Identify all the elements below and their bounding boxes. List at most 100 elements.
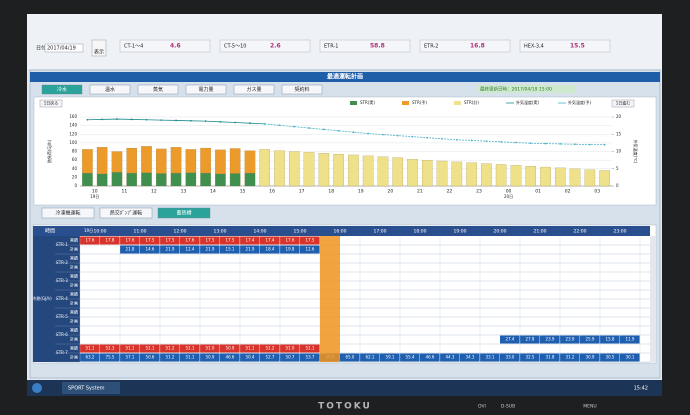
kind-label: 計画 [70, 282, 78, 288]
cell [300, 344, 320, 353]
scrollbar[interactable] [650, 236, 656, 362]
y-tick-label: 100 [69, 140, 77, 145]
group-label: 冷熱(GJ/h) [32, 295, 52, 301]
update-box [478, 85, 576, 93]
cell [340, 353, 360, 362]
bar [111, 151, 123, 173]
temperature-line [264, 123, 605, 145]
cell-value: 46.6 [226, 355, 235, 360]
cell-value: 17.8 [106, 238, 115, 243]
mode-button-label: 熱交ﾎﾟﾝﾌﾟ運転 [110, 210, 143, 217]
cell-value: 65.0 [346, 355, 355, 360]
display-button[interactable] [91, 39, 107, 57]
tab[interactable] [89, 84, 131, 95]
x-tick-label: 11 [121, 189, 127, 195]
bar [495, 164, 507, 187]
bar [303, 152, 315, 187]
cell-value: 53.7 [306, 355, 315, 360]
nav-button[interactable] [611, 99, 635, 108]
cell-value: 17.5 [226, 238, 235, 243]
cell [100, 353, 120, 362]
x-tick-label: 01 [535, 189, 541, 195]
cell [280, 245, 300, 254]
cell [180, 236, 200, 245]
tab[interactable] [185, 84, 227, 95]
tab[interactable] [281, 84, 323, 95]
monitor-button-label: DVI [478, 404, 486, 410]
cell [120, 236, 140, 245]
kind-label: 実績 [70, 237, 78, 243]
title-bar [30, 72, 660, 82]
cell-value: 75.5 [106, 355, 115, 360]
mode-button[interactable] [99, 207, 153, 219]
unit-label: ETR-7 [56, 350, 68, 355]
tab[interactable] [137, 84, 179, 95]
nav-label: 1日戻る [44, 100, 59, 106]
cell-value: 25.9 [586, 337, 595, 342]
tab-label: 契約料 [294, 86, 309, 93]
x-tick-label: 02 [565, 189, 571, 195]
bar [96, 147, 108, 175]
bar [156, 148, 167, 174]
mode-button-label: 冷凍機運転 [55, 210, 80, 217]
cell-value: 50.6 [146, 355, 155, 360]
cell [200, 353, 220, 362]
unit-label: ETR-2 [56, 260, 68, 265]
bar [111, 172, 123, 187]
time-label: 22:00 [574, 229, 587, 235]
kind-label: 実績 [70, 309, 78, 315]
mode-button[interactable] [41, 207, 95, 219]
y-tick-label: 60 [72, 157, 78, 162]
cell-value: 34.3 [466, 355, 475, 360]
cell [540, 353, 560, 362]
time-label: 15:00 [294, 229, 307, 235]
line-point [515, 141, 517, 144]
tab[interactable] [41, 84, 83, 95]
cell [480, 353, 500, 362]
indicator-box [519, 39, 611, 53]
cell [580, 353, 600, 362]
y-tick-label: 80 [72, 149, 78, 154]
cell-value: 62.1 [366, 355, 375, 360]
y2-tick-label: 15 [616, 131, 622, 136]
unit-label: ETR-6 [56, 332, 68, 337]
taskbar [27, 380, 662, 396]
clock: 15:42 [634, 386, 648, 392]
cell-value: 50.7 [286, 355, 295, 360]
cell [520, 335, 540, 344]
bar [466, 162, 477, 187]
line-point [322, 128, 325, 131]
date-label: 19日 [90, 194, 99, 199]
unit-label: ETR-5 [56, 314, 68, 319]
mode-button[interactable] [157, 207, 211, 219]
cell [160, 236, 180, 245]
bar [229, 148, 241, 174]
y2-axis-label: 外気温度(℃) [633, 140, 639, 164]
tab[interactable] [233, 84, 275, 95]
cell-value: 17.6 [186, 238, 195, 243]
cell [80, 236, 100, 245]
time-label: 23:00 [614, 229, 627, 235]
cell-value: 21.9 [166, 247, 175, 252]
cell [260, 353, 280, 362]
taskbar-app[interactable] [62, 382, 120, 394]
cell [120, 353, 140, 362]
indicator-value: 16.8 [470, 43, 485, 50]
cell [200, 245, 220, 254]
date-field[interactable] [44, 43, 84, 53]
indicator-value: 2.6 [270, 43, 281, 50]
indicator-box [319, 39, 411, 53]
monitor-buttons: DVI D-SUB MENU [478, 404, 597, 410]
kind-label: 計画 [70, 246, 78, 252]
start-button[interactable] [32, 383, 42, 393]
cell-value: 32.5 [526, 355, 535, 360]
cell-value: 21.9 [246, 247, 255, 252]
bar [244, 172, 256, 187]
cell-value: 51.1 [246, 346, 255, 351]
nav-button[interactable] [39, 99, 63, 108]
bar [510, 165, 522, 187]
cell-value: 33.0 [506, 355, 515, 360]
y-tick-label: 160 [69, 114, 77, 119]
line-point [529, 142, 532, 145]
cell-value: 23.9 [546, 337, 555, 342]
